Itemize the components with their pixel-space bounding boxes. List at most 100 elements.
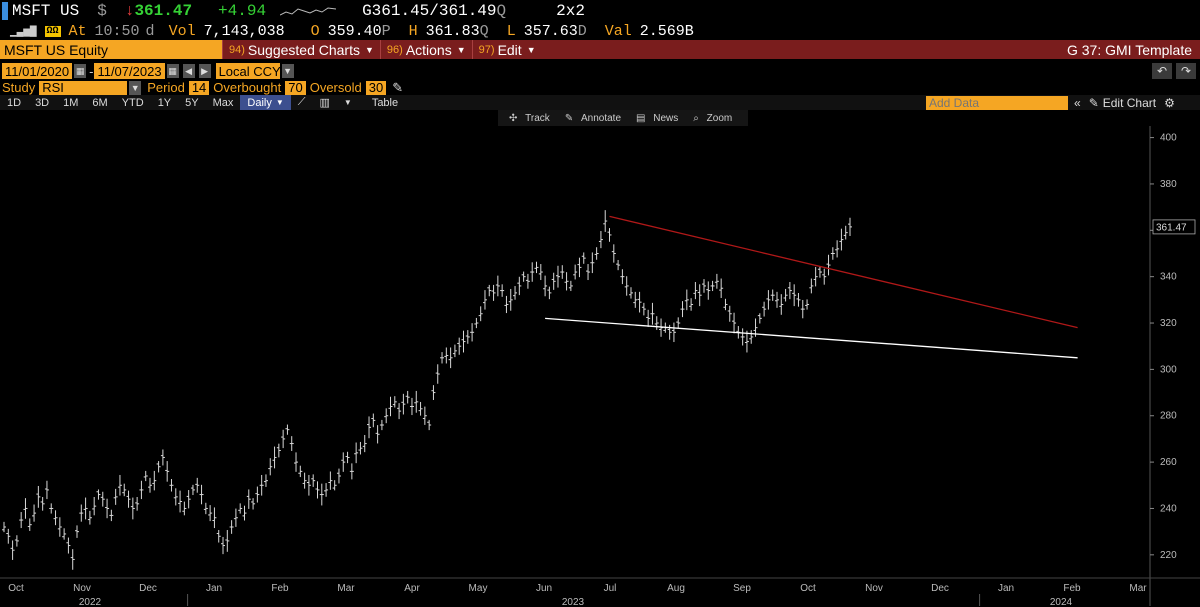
currency-select[interactable]: Local CCY	[215, 63, 281, 79]
calendar-icon[interactable]: ▦	[166, 64, 179, 78]
oversold-label: Oversold	[309, 80, 362, 95]
ohlc-bar	[525, 273, 530, 289]
range-button[interactable]: 3D	[35, 96, 50, 109]
redo-icon[interactable]: ↷	[1176, 63, 1196, 79]
ohlc-bar	[272, 446, 277, 469]
ohlc-bar	[401, 393, 406, 415]
chevron-down-icon[interactable]: ▼	[343, 98, 352, 107]
ohlc-bar	[701, 279, 706, 293]
oversold-field[interactable]: 30	[365, 80, 387, 95]
ohlc-bar	[723, 298, 728, 311]
period-field[interactable]: 14	[188, 80, 210, 95]
ohlc-bar	[251, 498, 256, 510]
ohlc-bar	[452, 344, 457, 358]
ask-suffix: Q	[496, 2, 507, 20]
exchange-icon[interactable]: ΩΩ	[44, 25, 61, 37]
add-data-input[interactable]	[926, 95, 1068, 110]
ohlc-bar	[448, 347, 453, 369]
volume-label: Vol	[168, 22, 196, 40]
ohlc-bar	[268, 458, 273, 476]
ohlc-bar	[53, 510, 58, 526]
actions-menu[interactable]: 96) Actions ▼	[379, 40, 472, 59]
edit-chart-button[interactable]: Edit Chart	[1102, 95, 1157, 110]
table-button[interactable]: Table	[371, 96, 399, 109]
suggested-charts-menu[interactable]: 94) Suggested Charts ▼	[222, 40, 380, 59]
ohlc-bar	[208, 505, 213, 522]
zoom-label: Zoom	[706, 112, 733, 124]
range-button[interactable]: 6M	[92, 96, 108, 109]
ohlc-bar	[79, 504, 84, 522]
ticker[interactable]: MSFT US	[12, 2, 80, 20]
menu-label: Suggested Charts	[247, 41, 360, 58]
x-tick-label: Mar	[337, 583, 355, 594]
menu-number: 94)	[229, 43, 245, 56]
y-tick-label: 380	[1160, 179, 1177, 190]
chevron-down-icon[interactable]: ▼	[281, 64, 294, 78]
range-button[interactable]: Max	[212, 96, 234, 109]
start-date-field[interactable]: 11/01/2020	[2, 63, 73, 79]
x-tick-label: Oct	[8, 583, 24, 594]
undo-icon[interactable]: ↶	[1152, 63, 1172, 79]
ohlc-bar	[371, 413, 376, 428]
ohlc-bar	[229, 520, 234, 534]
ohlc-bar	[57, 517, 62, 537]
security-field[interactable]: MSFT US Equity	[0, 40, 222, 59]
ohlc-bar	[225, 530, 230, 552]
ohlc-bar	[221, 536, 226, 555]
ohlc-bar	[298, 465, 303, 478]
ohlc-bar	[616, 259, 621, 271]
prev-arrow-icon[interactable]: ◀	[182, 64, 195, 78]
year-label: 2023	[562, 597, 585, 607]
ohlc-bar	[843, 225, 848, 240]
ohlc-bar	[152, 470, 157, 491]
news-button[interactable]: ▤ News	[636, 112, 679, 124]
ohlc-bar	[44, 480, 49, 500]
pencil-icon[interactable]: ✎	[392, 79, 404, 95]
y-tick-label: 300	[1160, 364, 1177, 375]
chevron-down-icon: ▼	[456, 44, 466, 55]
annotate-button[interactable]: ✎ Annotate	[564, 112, 622, 124]
line-chart-icon[interactable]: ⟋	[297, 96, 306, 108]
gear-icon[interactable]: ⚙	[1164, 95, 1175, 110]
ohlc-bar	[276, 443, 281, 458]
ohlc-bar	[671, 322, 676, 343]
ohlc-bar	[646, 309, 651, 327]
collapse-icon[interactable]: «	[1074, 95, 1081, 110]
ohlc-bar	[148, 477, 153, 493]
calendar-icon[interactable]: ▦	[74, 64, 87, 78]
y-axis: 220240260280300320340360380400	[1149, 126, 1177, 606]
ohlc-bar	[543, 275, 548, 297]
frequency-select[interactable]: Daily ▼	[240, 95, 291, 110]
chevron-down-icon[interactable]: ▼	[129, 80, 142, 95]
study-select[interactable]: RSI	[39, 80, 128, 95]
price-chart[interactable]: 220240260280300320340360380400 Oct Nov Dec…	[0, 126, 1200, 607]
bar-chart-icon[interactable]: ▥	[319, 97, 330, 109]
ohlc-bar	[14, 535, 19, 547]
year-label: 2022	[79, 597, 102, 607]
range-button[interactable]: 5Y	[185, 96, 199, 109]
range-button[interactable]: 1Y	[157, 96, 172, 109]
ohlc-bar	[178, 490, 183, 513]
x-axis: Oct Nov Dec Jan Feb Mar Apr May Jun Jul Aug Sep Oct N…	[0, 577, 1200, 607]
track-button[interactable]: ✣ Track	[509, 112, 550, 124]
x-tick-label: Dec	[931, 583, 949, 594]
x-tick-label: Nov	[73, 583, 91, 594]
ohlc-bar	[10, 540, 15, 560]
range-button[interactable]: YTD	[121, 96, 144, 109]
ohlc-bar	[255, 486, 260, 503]
ohlc-bar	[414, 390, 419, 413]
end-date-field[interactable]: 11/07/2023	[94, 63, 165, 79]
ohlc-bar	[710, 280, 715, 292]
quote-line-2: ▁▃▅▇ ΩΩ At 10:50 d Vol 7,143,038 O 359.4…	[0, 22, 1200, 40]
ohlc-bar	[62, 528, 67, 540]
overbought-field[interactable]: 70	[285, 80, 306, 95]
ohlc-bar	[156, 461, 161, 473]
range-button[interactable]: 1M	[63, 96, 79, 109]
ohlc-bar	[87, 510, 92, 525]
zoom-button[interactable]: ⌕ Zoom	[693, 112, 733, 124]
ohlc-bar	[182, 501, 187, 516]
next-arrow-icon[interactable]: ▶	[198, 64, 211, 78]
edit-menu[interactable]: 97) Edit ▼	[471, 40, 542, 59]
ohlc-bar	[792, 284, 797, 307]
range-button[interactable]: 1D	[7, 96, 22, 109]
